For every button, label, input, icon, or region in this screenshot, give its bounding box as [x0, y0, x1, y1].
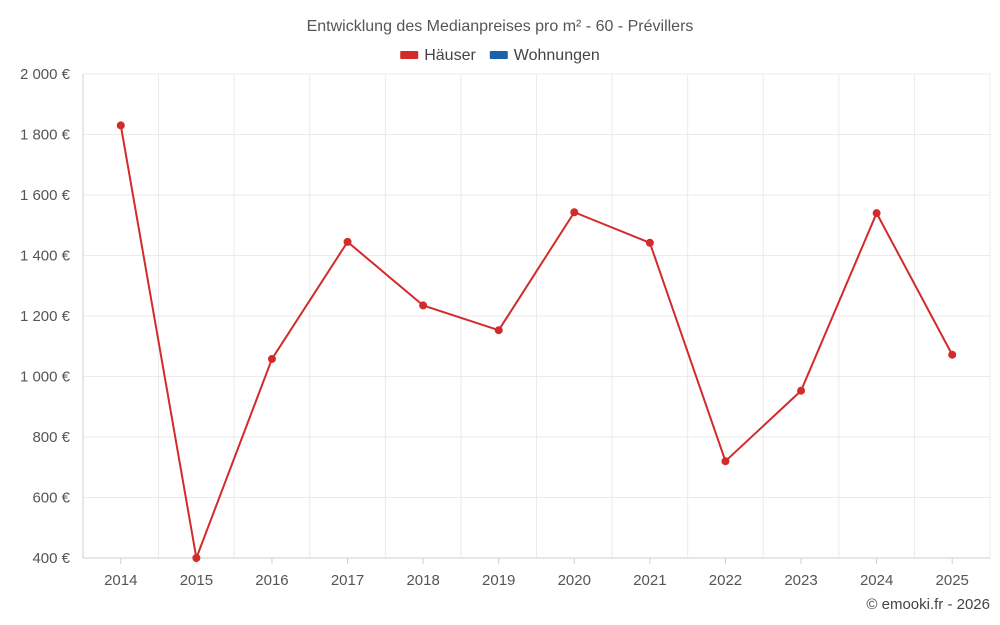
x-axis-ticks: 2014 2015 2016 2017 2018 2019 2020 2021 2022 2023…	[104, 558, 969, 589]
x-tick-label: 2014	[104, 572, 137, 589]
y-tick-label: 1 000 €	[20, 369, 71, 386]
legend-swatch	[400, 51, 419, 59]
grid	[82, 73, 991, 559]
legend-label: Wohnungen	[514, 47, 600, 64]
x-tick-label: 2024	[860, 572, 893, 589]
x-tick-label: 2015	[180, 572, 213, 589]
y-tick-label: 1 200 €	[20, 308, 71, 325]
footer-credit: © emooki.fr - 2026	[866, 596, 990, 613]
y-tick-label: 400 €	[32, 550, 70, 567]
y-axis-ticks: 400 € 600 € 800 € 1 000 € 1 200 € 1 400 € 1 60…	[20, 66, 71, 567]
data-point[interactable]	[645, 238, 654, 247]
x-tick-label: 2019	[482, 572, 515, 589]
series-line-0	[119, 125, 954, 559]
x-tick-label: 2017	[331, 572, 364, 589]
y-tick-label: 2 000 €	[20, 66, 71, 83]
x-tick-label: 2021	[633, 572, 666, 589]
x-tick-label: 2020	[558, 572, 591, 589]
y-tick-label: 1 400 €	[20, 248, 71, 265]
y-tick-label: 600 €	[32, 490, 70, 507]
legend: Häuser Wohnungen	[400, 47, 600, 64]
legend-item-0[interactable]: Häuser	[400, 47, 476, 64]
data-point[interactable]	[570, 208, 579, 217]
x-tick-label: 2023	[784, 572, 817, 589]
chart-title: Entwicklung des Medianpreises pro m² - 6…	[307, 18, 694, 35]
data-point[interactable]	[948, 350, 957, 359]
legend-label: Häuser	[424, 47, 476, 64]
data-point[interactable]	[872, 209, 881, 218]
data-point[interactable]	[343, 237, 352, 246]
x-tick-label: 2018	[406, 572, 439, 589]
y-tick-label: 1 800 €	[20, 127, 71, 144]
data-point[interactable]	[721, 457, 730, 466]
data-point[interactable]	[494, 326, 503, 335]
data-point[interactable]	[419, 301, 428, 310]
series-layer	[116, 121, 957, 562]
y-tick-label: 800 €	[32, 429, 70, 446]
data-point[interactable]	[267, 354, 276, 363]
y-tick-label: 1 600 €	[20, 187, 71, 204]
axes	[82, 74, 990, 559]
data-point[interactable]	[116, 121, 125, 130]
legend-item-1[interactable]: Wohnungen	[489, 47, 600, 64]
x-tick-label: 2016	[255, 572, 288, 589]
data-point[interactable]	[192, 554, 201, 562]
data-point[interactable]	[797, 386, 806, 395]
x-tick-label: 2025	[936, 572, 969, 589]
x-tick-label: 2022	[709, 572, 742, 589]
legend-swatch	[489, 51, 508, 59]
